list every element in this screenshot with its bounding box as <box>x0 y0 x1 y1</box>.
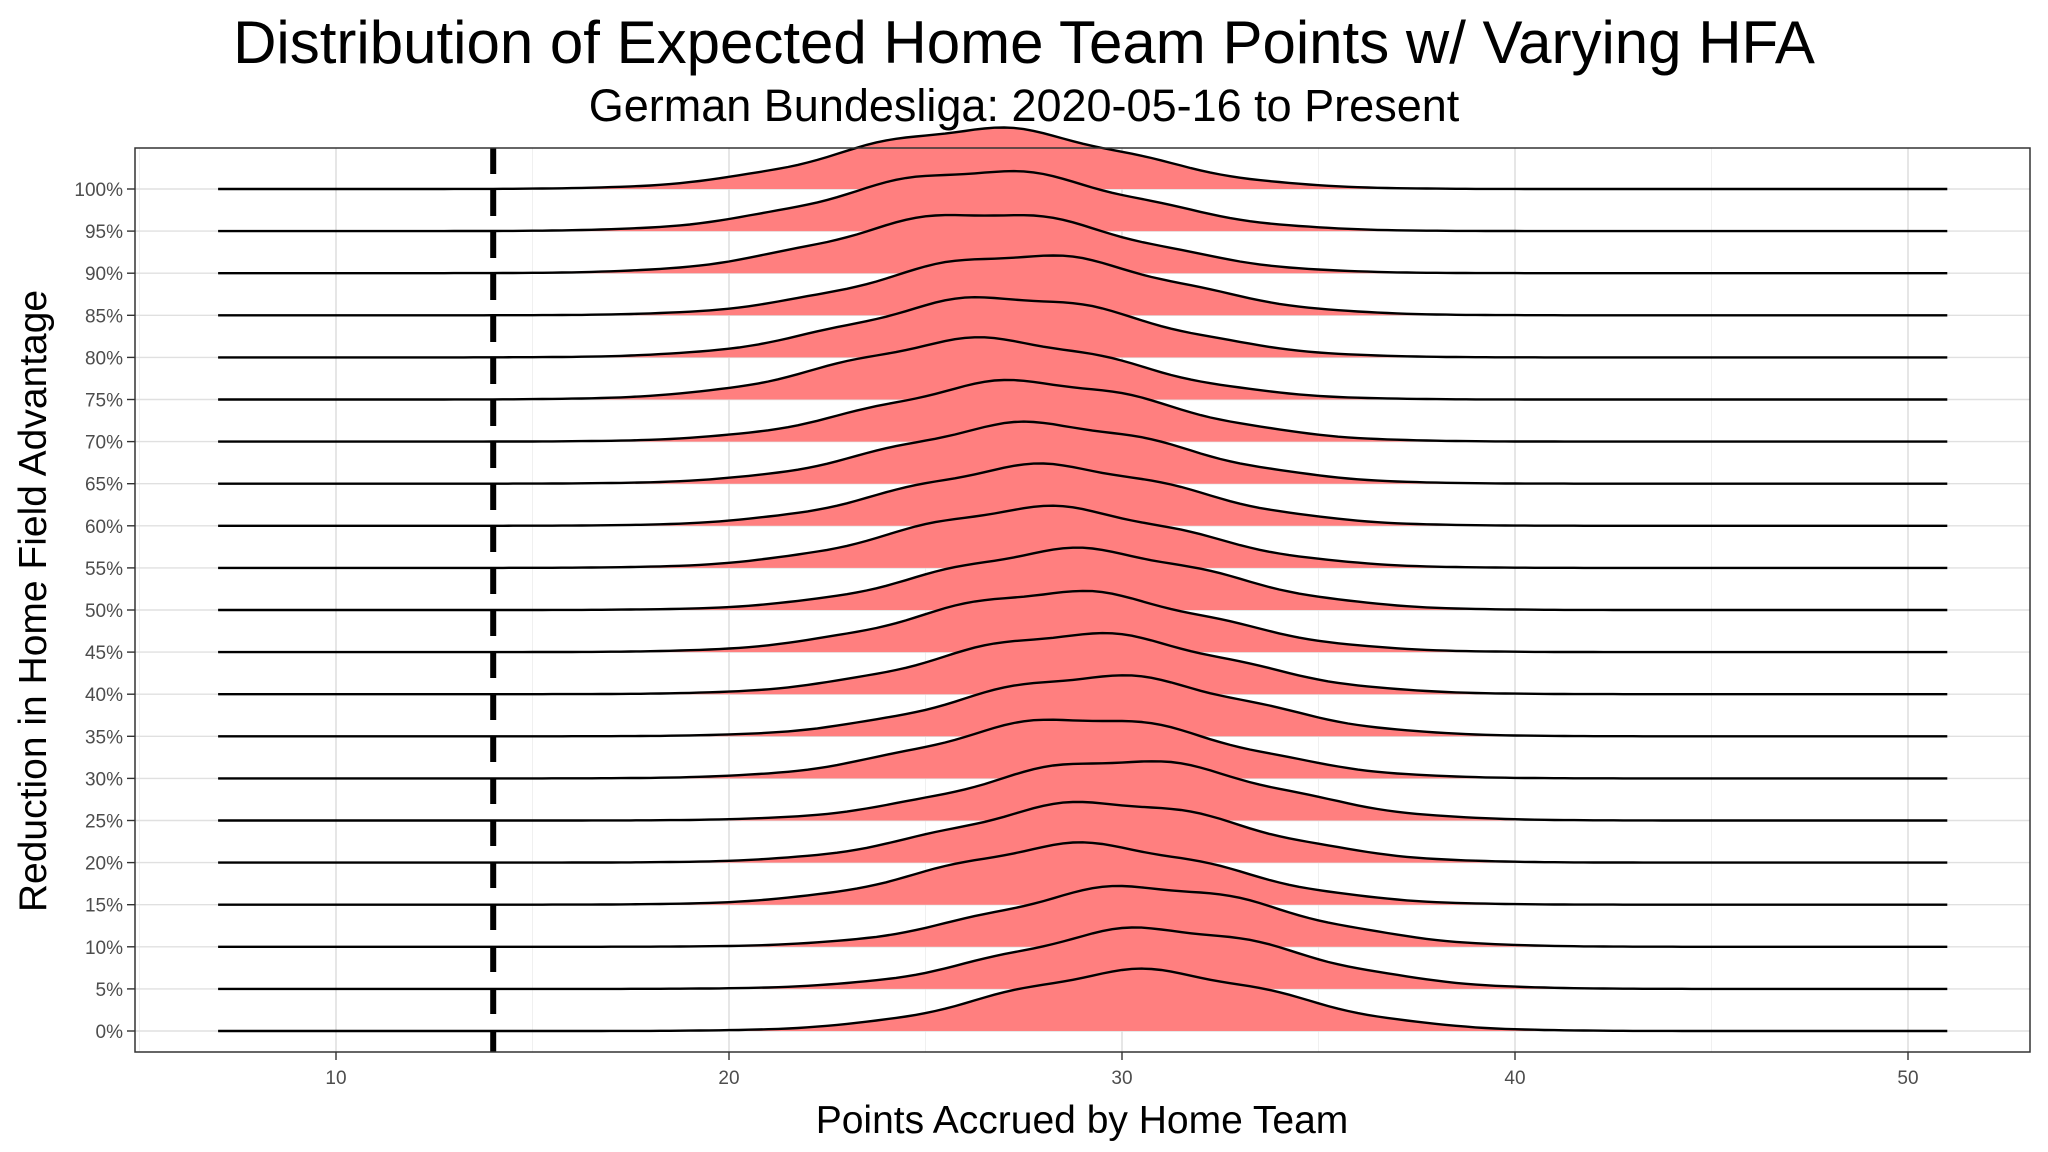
x-tick-label: 30 <box>1111 1068 1132 1089</box>
y-tick-label: 25% <box>85 812 123 833</box>
ridge-35pct <box>218 674 1948 738</box>
ridge-fill <box>218 380 1948 442</box>
ridge-fill <box>218 927 1948 989</box>
ridge-45pct <box>218 589 1948 654</box>
ridge-line <box>218 884 1948 948</box>
y-tick-label: 40% <box>85 685 123 706</box>
ridge-fill <box>218 255 1948 316</box>
ridges <box>218 126 1948 1033</box>
ridge-line <box>218 967 1948 1033</box>
x-tick-label: 40 <box>1504 1068 1525 1089</box>
ridge-line <box>218 462 1948 527</box>
y-tick-label: 35% <box>85 727 123 748</box>
ridge-90pct <box>218 213 1948 275</box>
ridge-25pct <box>218 760 1948 822</box>
y-tick-label: 80% <box>85 348 123 369</box>
ridge-line <box>218 336 1948 401</box>
ridge-line <box>218 126 1948 191</box>
ridge-5pct <box>218 926 1948 991</box>
y-tick-label: 5% <box>96 980 124 1001</box>
ridge-line <box>218 169 1948 233</box>
x-axis-ticks: 10 20 30 40 50 <box>325 1052 1919 1089</box>
ridge-fill <box>218 337 1948 400</box>
x-tick-label: 20 <box>718 1068 739 1089</box>
ridge-line <box>218 378 1948 443</box>
y-tick-label: 0% <box>96 1022 124 1043</box>
ridge-fill <box>218 968 1948 1031</box>
y-tick-label: 10% <box>85 938 123 959</box>
ridge-100pct <box>218 126 1948 191</box>
ridge-0pct <box>218 967 1948 1033</box>
ridge-15pct <box>218 841 1948 906</box>
ridge-30pct <box>218 718 1948 780</box>
ridge-80pct <box>218 295 1948 359</box>
chart-subtitle: German Bundesliga: 2020-05-16 to Present <box>588 80 1460 131</box>
ridge-line <box>218 254 1948 317</box>
ridge-65pct <box>218 420 1948 485</box>
ridge-fill <box>218 590 1948 653</box>
y-tick-label: 20% <box>85 854 123 875</box>
ridge-line <box>218 631 1948 696</box>
y-tick-label: 75% <box>85 391 123 412</box>
y-tick-label: 30% <box>85 769 123 790</box>
y-tick-label: 90% <box>85 264 123 285</box>
ridge-line <box>218 420 1948 485</box>
ridge-55pct <box>218 504 1948 570</box>
ridge-fill <box>218 421 1948 484</box>
ridge-line <box>218 295 1948 359</box>
ridge-60pct <box>218 462 1948 527</box>
ridge-fill <box>218 297 1948 358</box>
y-tick-label: 55% <box>85 559 123 580</box>
ridge-fill <box>218 886 1948 947</box>
ridge-line <box>218 546 1948 612</box>
ridge-line <box>218 841 1948 906</box>
ridge-fill <box>218 761 1948 821</box>
ridge-line <box>218 504 1948 570</box>
ridge-fill <box>218 675 1948 737</box>
y-tick-label: 100% <box>74 180 123 201</box>
ridge-line <box>218 213 1948 275</box>
ridge-fill <box>218 802 1948 863</box>
ridge-fill <box>218 719 1948 779</box>
ridge-line <box>218 926 1948 991</box>
y-tick-label: 95% <box>85 222 123 243</box>
y-tick-label: 60% <box>85 517 123 538</box>
y-tick-label: 45% <box>85 643 123 664</box>
y-axis-label: Reduction in Home Field Advantage <box>12 290 55 912</box>
ridge-70pct <box>218 378 1948 443</box>
ridge-40pct <box>218 631 1948 696</box>
y-tick-label: 70% <box>85 433 123 454</box>
ridge-95pct <box>218 169 1948 233</box>
x-axis-label: Points Accrued by Home Team <box>816 1099 1349 1142</box>
ridge-line <box>218 718 1948 780</box>
y-tick-label: 85% <box>85 306 123 327</box>
y-tick-label: 50% <box>85 601 123 622</box>
panel-border <box>134 147 2031 1053</box>
ridge-85pct <box>218 254 1948 317</box>
ridge-fill <box>218 547 1948 610</box>
ridge-fill <box>218 171 1948 232</box>
chart-title: Distribution of Expected Home Team Point… <box>233 9 1815 76</box>
x-tick-label: 10 <box>325 1068 346 1089</box>
ridge-fill <box>218 127 1948 189</box>
ridge-line <box>218 760 1948 822</box>
ridge-fill <box>218 463 1948 526</box>
x-tick-label: 50 <box>1897 1068 1918 1089</box>
ridge-10pct <box>218 884 1948 948</box>
ridge-line <box>218 674 1948 738</box>
y-tick-label: 65% <box>85 475 123 496</box>
y-tick-label: 15% <box>85 896 123 917</box>
y-axis-ticks: 0% 5% 10% 15% 20% 25% 30% 35% 40% 45% 50% 55% 60% 65%… <box>74 180 135 1043</box>
ridge-20pct <box>218 800 1948 864</box>
ridge-75pct <box>218 336 1948 401</box>
ridge-line <box>218 800 1948 864</box>
ridge-fill <box>218 215 1948 274</box>
ridge-fill <box>218 842 1948 905</box>
ridge-fill <box>218 633 1948 695</box>
ridge-line <box>218 589 1948 654</box>
ridge-50pct <box>218 546 1948 612</box>
ridge-fill <box>218 505 1948 568</box>
